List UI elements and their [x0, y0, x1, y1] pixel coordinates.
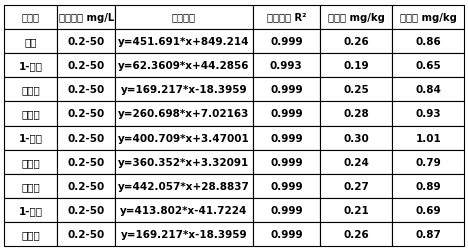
Text: 0.93: 0.93 [416, 109, 441, 119]
Text: y=169.217*x-18.3959: y=169.217*x-18.3959 [121, 229, 247, 239]
Text: 异戊醇: 异戊醇 [21, 181, 40, 191]
Text: 仲戊醇: 仲戊醇 [21, 157, 40, 167]
Text: 线性范围 mg/L: 线性范围 mg/L [58, 13, 114, 23]
Text: 异丁醇: 异丁醇 [21, 109, 40, 119]
Text: 正己醇: 正己醇 [21, 229, 40, 239]
Text: 0.2-50: 0.2-50 [68, 229, 105, 239]
Text: 0.27: 0.27 [343, 181, 369, 191]
Text: 0.999: 0.999 [270, 85, 303, 95]
Text: 0.19: 0.19 [344, 61, 369, 71]
Text: y=451.691*x+849.214: y=451.691*x+849.214 [118, 37, 250, 47]
Text: 0.2-50: 0.2-50 [68, 85, 105, 95]
Text: y=400.709*x+3.47001: y=400.709*x+3.47001 [118, 133, 250, 143]
Text: y=169.217*x-18.3959: y=169.217*x-18.3959 [121, 85, 247, 95]
Text: y=62.3609*x+44.2856: y=62.3609*x+44.2856 [118, 61, 250, 71]
Text: 0.79: 0.79 [415, 157, 441, 167]
Text: 1-丁醇: 1-丁醇 [19, 133, 43, 143]
Text: 线性方程: 线性方程 [172, 13, 196, 23]
Text: 0.2-50: 0.2-50 [68, 205, 105, 215]
Text: 化合物: 化合物 [22, 13, 39, 23]
Text: 0.999: 0.999 [270, 229, 303, 239]
Text: 0.999: 0.999 [270, 109, 303, 119]
Text: 相关系数 R²: 相关系数 R² [267, 13, 306, 23]
Text: 0.999: 0.999 [270, 157, 303, 167]
Text: 0.26: 0.26 [343, 229, 369, 239]
Text: 0.84: 0.84 [415, 85, 441, 95]
Text: 0.2-50: 0.2-50 [68, 157, 105, 167]
Text: 仲丁醇: 仲丁醇 [21, 85, 40, 95]
Text: 0.993: 0.993 [270, 61, 303, 71]
Text: 0.2-50: 0.2-50 [68, 133, 105, 143]
Text: 检出限 mg/kg: 检出限 mg/kg [328, 13, 385, 23]
Text: 0.28: 0.28 [343, 109, 369, 119]
Text: y=442.057*x+28.8837: y=442.057*x+28.8837 [118, 181, 250, 191]
Text: 0.89: 0.89 [416, 181, 441, 191]
Text: 1.01: 1.01 [415, 133, 441, 143]
Text: y=260.698*x+7.02163: y=260.698*x+7.02163 [118, 109, 250, 119]
Text: 0.87: 0.87 [415, 229, 441, 239]
Text: 0.25: 0.25 [343, 85, 369, 95]
Text: 0.999: 0.999 [270, 37, 303, 47]
Text: 0.65: 0.65 [415, 61, 441, 71]
Text: 0.2-50: 0.2-50 [68, 37, 105, 47]
Text: 0.999: 0.999 [270, 133, 303, 143]
Text: 0.69: 0.69 [416, 205, 441, 215]
Text: 0.999: 0.999 [270, 205, 303, 215]
Text: 1-丙醇: 1-丙醇 [19, 61, 43, 71]
Text: 0.2-50: 0.2-50 [68, 181, 105, 191]
Text: y=413.802*x-41.7224: y=413.802*x-41.7224 [120, 205, 248, 215]
Text: 0.999: 0.999 [270, 181, 303, 191]
Text: 甲醇: 甲醇 [24, 37, 37, 47]
Text: y=360.352*x+3.32091: y=360.352*x+3.32091 [118, 157, 249, 167]
Text: 0.26: 0.26 [343, 37, 369, 47]
Text: 1-戊醇: 1-戊醇 [19, 205, 43, 215]
Text: 0.30: 0.30 [343, 133, 369, 143]
Text: 0.2-50: 0.2-50 [68, 61, 105, 71]
Text: 0.21: 0.21 [343, 205, 369, 215]
Text: 0.2-50: 0.2-50 [68, 109, 105, 119]
Text: 定量限 mg/kg: 定量限 mg/kg [400, 13, 457, 23]
Text: 0.86: 0.86 [415, 37, 441, 47]
Text: 0.24: 0.24 [343, 157, 369, 167]
